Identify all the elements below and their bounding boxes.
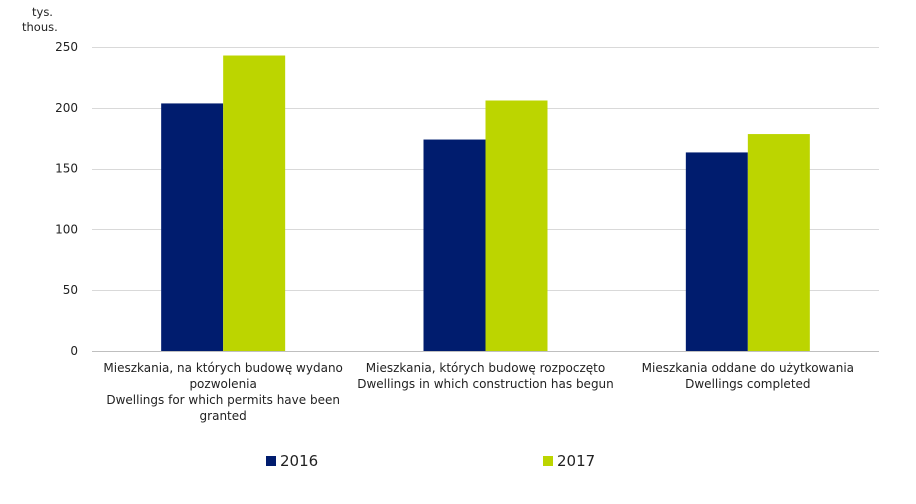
bar-2016-2 [423,139,486,351]
legend-swatch-2017 [543,456,553,466]
y-tick-label: 250 [55,40,78,54]
bar-2016-3 [685,152,748,351]
bar-2017-3 [747,134,810,351]
legend-label-2016: 2016 [280,452,319,470]
x-category-label-line: Mieszkania, których budowę rozpoczęto [365,361,606,375]
bar-2016-1 [161,103,224,352]
x-category-label-line: Mieszkania oddane do użytkowania [641,361,855,375]
x-category-label-line: Dwellings completed [685,377,811,391]
y-tick-label: 0 [70,344,78,358]
x-category-label-line: Dwellings for which permits have been [106,393,340,407]
y-axis-ticks: 0 50 100 150 200 250 [55,40,78,358]
x-category-label: Mieszkania oddane do użytkowania Dwelling… [617,360,879,392]
legend-swatch-2016 [266,456,276,466]
x-category-label-line: Dwellings in which construction has begu… [357,377,614,391]
bar-2017-2 [485,100,548,351]
y-tick-label: 50 [63,283,78,297]
x-category-label-line: pozwolenia [189,377,257,391]
y-unit-en: thous. [22,20,58,34]
x-category-label-line: Mieszkania, na których budowę wydano [103,361,343,375]
y-tick-label: 100 [55,222,78,236]
y-tick-label: 150 [55,162,78,176]
x-category-label-line: granted [199,409,247,423]
y-unit-pl: tys. [32,5,53,19]
y-tick-label: 200 [55,101,78,115]
legend-item-2016: 2016 [266,452,318,470]
legend-item-2017: 2017 [543,452,595,470]
x-category-label: Mieszkania, których budowę rozpoczęto Dwe… [355,360,617,392]
bar-2017-1 [223,55,286,352]
x-category-label: Mieszkania, na których budowę wydano pozw… [92,360,354,424]
legend-label-2017: 2017 [557,452,596,470]
bars [161,55,810,352]
